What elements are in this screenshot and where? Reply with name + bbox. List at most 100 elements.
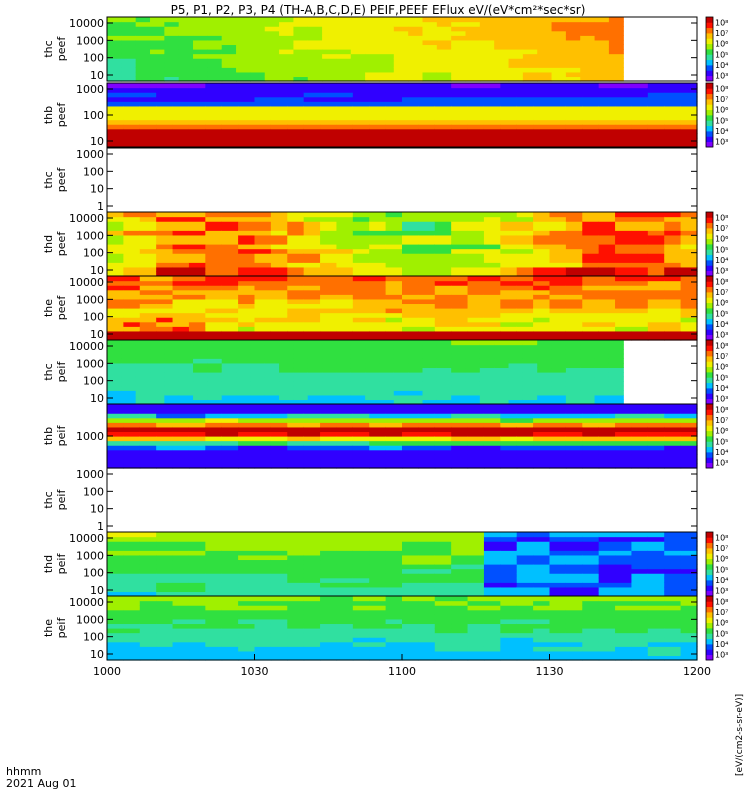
- heatmap-cell: [369, 244, 387, 250]
- heatmap-cell: [451, 128, 469, 134]
- colorbar-band: [706, 99, 713, 105]
- heatmap-cell: [418, 532, 436, 538]
- heatmap-cell: [365, 376, 381, 382]
- heatmap-cell: [494, 376, 510, 382]
- heatmap-cell: [156, 294, 174, 300]
- heatmap-cell: [188, 641, 206, 647]
- heatmap-cell: [500, 298, 518, 305]
- heatmap-cell: [631, 248, 649, 254]
- heatmap-cell: [172, 417, 190, 423]
- heatmap-cell: [467, 280, 485, 286]
- heatmap-cell: [221, 253, 239, 259]
- heatmap-cell: [336, 623, 354, 629]
- heatmap-cell: [664, 221, 682, 227]
- heatmap-cell: [608, 372, 624, 378]
- heatmap-cell: [107, 376, 122, 382]
- y-tick-label: 10: [90, 584, 104, 597]
- heatmap-cell: [408, 349, 424, 355]
- heatmap-cell: [647, 440, 665, 446]
- heatmap-cell: [254, 101, 272, 107]
- heatmap-cell: [221, 128, 239, 134]
- heatmap-cell: [494, 39, 510, 46]
- heatmap-cell: [647, 142, 665, 148]
- heatmap-cell: [631, 294, 649, 300]
- heatmap-cell: [254, 564, 272, 570]
- heatmap-cell: [287, 312, 305, 318]
- colorbar-band: [706, 270, 713, 277]
- heatmap-cell: [565, 39, 581, 46]
- heatmap-cell: [533, 330, 551, 337]
- heatmap-cell: [350, 340, 366, 346]
- heatmap-cell: [238, 449, 256, 455]
- colorbar-band: [706, 281, 713, 288]
- heatmap-cell: [365, 17, 381, 23]
- heatmap-cell: [582, 426, 600, 433]
- heatmap-cell: [664, 128, 682, 134]
- heatmap-cell: [350, 399, 366, 405]
- heatmap-cell: [467, 212, 485, 218]
- heatmap-cell: [205, 404, 223, 410]
- heatmap-cell: [615, 253, 633, 259]
- heatmap-cell: [207, 340, 223, 346]
- heatmap-cell: [385, 449, 403, 455]
- heatmap-cell: [615, 541, 633, 547]
- heatmap-cell: [123, 404, 141, 410]
- heatmap-cell: [451, 133, 469, 139]
- heatmap-cell: [608, 367, 624, 373]
- colorbar-tick-label: 10⁵: [715, 309, 728, 318]
- heatmap-cell: [236, 76, 251, 82]
- heatmap-cell: [598, 568, 616, 574]
- heatmap-cell: [369, 431, 387, 437]
- heatmap-cell: [402, 115, 419, 121]
- heatmap-cell: [254, 641, 272, 647]
- heatmap-cell: [221, 454, 239, 460]
- heatmap-cell: [664, 298, 682, 305]
- heatmap-cell: [647, 404, 665, 410]
- heatmap-cell: [479, 376, 495, 382]
- heatmap-cell: [320, 541, 338, 547]
- colorbar-band: [706, 393, 713, 400]
- heatmap-cell: [221, 335, 239, 341]
- heatmap-cell: [238, 262, 256, 268]
- heatmap-cell: [680, 244, 698, 250]
- heatmap-cell: [156, 276, 174, 282]
- heatmap-cell: [422, 385, 438, 391]
- heatmap-cell: [238, 298, 256, 305]
- heatmap-cell: [393, 49, 409, 55]
- heatmap-cell: [188, 623, 206, 629]
- heatmap-cell: [516, 212, 534, 218]
- heatmap-cell: [238, 646, 256, 652]
- heatmap-cell: [172, 568, 190, 574]
- heatmap-cell: [307, 76, 323, 82]
- heatmap-cell: [270, 257, 288, 263]
- heatmap-cell: [205, 137, 223, 144]
- heatmap-cell: [172, 96, 190, 102]
- heatmap-cell: [254, 266, 272, 273]
- heatmap-cell: [533, 248, 551, 254]
- heatmap-cell: [270, 408, 288, 414]
- colorbar-tick-label: 10⁵: [715, 373, 728, 382]
- heatmap-cell: [107, 353, 122, 359]
- heatmap-cell: [352, 463, 370, 469]
- heatmap-cell: [582, 609, 600, 615]
- heatmap-cell: [436, 376, 452, 382]
- heatmap-cell: [352, 582, 370, 588]
- heatmap-cell: [221, 449, 239, 455]
- heatmap-cell: [270, 445, 288, 451]
- heatmap-cell: [238, 230, 256, 236]
- heatmap-cell: [238, 248, 256, 254]
- heatmap-cell: [434, 321, 452, 327]
- heatmap-cell: [451, 76, 467, 82]
- heatmap-cell: [254, 408, 272, 414]
- heatmap-cell: [350, 67, 366, 73]
- heatmap-cell: [156, 413, 174, 419]
- heatmap-cell: [205, 276, 223, 282]
- heatmap-cell: [537, 39, 553, 46]
- heatmap-cell: [205, 600, 223, 606]
- heatmap-cell: [385, 463, 403, 469]
- heatmap-cell: [598, 142, 616, 148]
- heatmap-cell: [615, 285, 633, 291]
- heatmap-cell: [287, 142, 305, 148]
- heatmap-cell: [522, 35, 538, 41]
